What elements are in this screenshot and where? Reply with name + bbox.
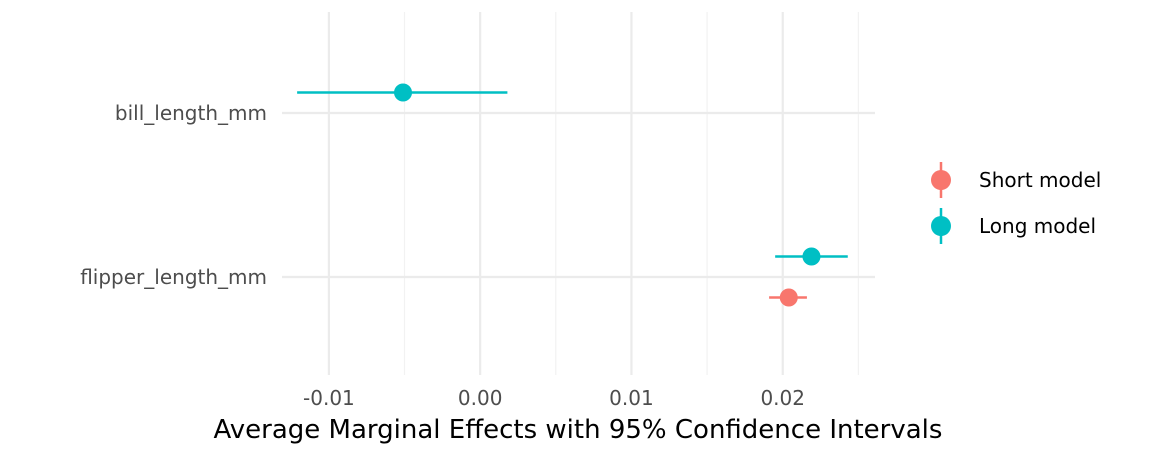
x-tick-label: -0.01 [303,386,355,410]
y-tick-label: bill_length_mm [115,101,267,125]
y-tick-labels: bill_length_mm flipper_length_mm [80,101,267,289]
estimate-point [802,247,821,266]
x-axis-title: Average Marginal Effects with 95% Confid… [214,415,943,445]
legend: Short model Long model [931,162,1101,244]
legend-item: Long model [931,208,1096,244]
legend-label: Short model [979,168,1101,192]
legend-key-point [931,170,951,190]
chart-marks [297,83,848,307]
legend-item: Short model [931,162,1101,198]
estimate-point [394,83,413,102]
x-tick-label: 0.01 [609,386,654,410]
x-tick-label: 0.02 [760,386,805,410]
major-gridlines [282,12,875,375]
legend-key-point [931,216,951,236]
estimate-point [779,288,798,307]
minor-gridlines [403,12,859,375]
legend-label: Long model [979,214,1096,238]
y-tick-label: flipper_length_mm [80,265,267,289]
x-tick-labels: -0.01 0.00 0.01 0.02 [303,386,805,410]
x-tick-label: 0.00 [458,386,503,410]
